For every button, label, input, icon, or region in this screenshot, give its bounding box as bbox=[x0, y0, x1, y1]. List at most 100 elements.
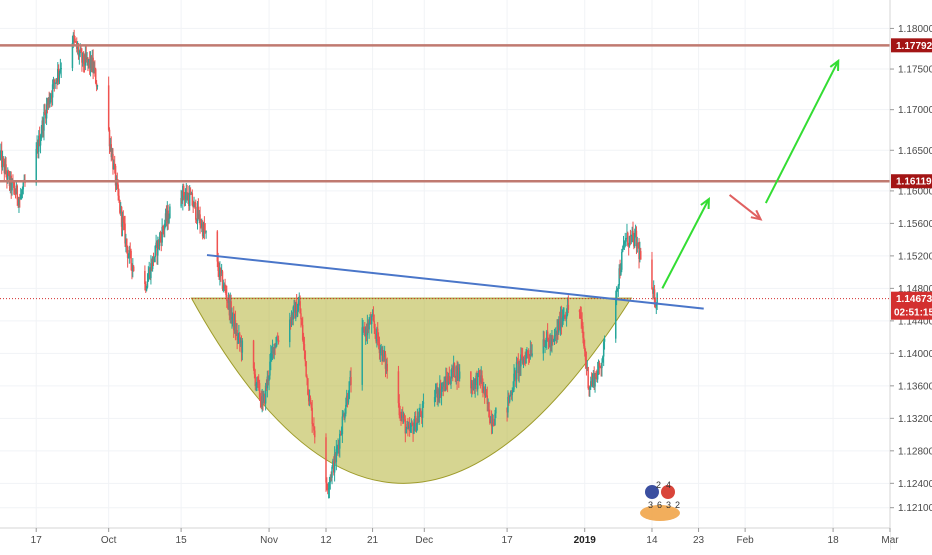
candle-body bbox=[373, 320, 376, 329]
x-tick-label: 23 bbox=[693, 535, 705, 546]
candle-body bbox=[80, 49, 82, 53]
candle-body bbox=[233, 320, 236, 331]
candle-body bbox=[598, 362, 601, 367]
candle-body bbox=[168, 218, 170, 223]
candle-body bbox=[332, 460, 334, 468]
candle-body bbox=[620, 269, 622, 275]
candle-body bbox=[336, 446, 338, 450]
candle-body bbox=[617, 285, 620, 289]
candle-body bbox=[220, 267, 222, 274]
projection-arrow bbox=[764, 60, 840, 204]
candle-body bbox=[419, 410, 421, 417]
candle-body bbox=[507, 396, 509, 413]
candle-body bbox=[558, 320, 560, 333]
candle-body bbox=[44, 111, 46, 113]
candle-body bbox=[51, 84, 54, 98]
candle-body bbox=[513, 373, 515, 390]
candle-body bbox=[223, 284, 225, 289]
candle-body bbox=[181, 197, 183, 202]
candle-body bbox=[330, 477, 332, 479]
candle-body bbox=[310, 403, 313, 408]
x-tick-label: 2019 bbox=[574, 535, 597, 546]
candle-body bbox=[144, 270, 146, 285]
candle-body bbox=[377, 339, 380, 343]
candle-body bbox=[369, 318, 371, 323]
candle-body bbox=[277, 340, 280, 343]
countdown-timer: 02:51:15 bbox=[894, 308, 932, 319]
candle-body bbox=[0, 150, 2, 154]
y-tick-label: 1.13600 bbox=[898, 381, 932, 392]
candle-body bbox=[349, 376, 351, 382]
candle-body bbox=[552, 338, 555, 341]
candle-body bbox=[50, 95, 52, 100]
candle-body bbox=[253, 368, 256, 375]
candle-body bbox=[397, 371, 400, 404]
candle-body bbox=[581, 319, 583, 327]
candle-body bbox=[438, 394, 440, 398]
candle-body bbox=[486, 395, 489, 404]
candle-body bbox=[515, 361, 518, 380]
candle-body bbox=[71, 42, 74, 69]
candle-body bbox=[333, 460, 335, 473]
candle-body bbox=[53, 79, 56, 83]
candle-body bbox=[596, 371, 599, 380]
candle-body bbox=[651, 259, 653, 290]
x-tick-label: 21 bbox=[367, 535, 379, 546]
candle-body bbox=[493, 425, 495, 427]
candle-body bbox=[517, 362, 520, 374]
y-tick-label: 1.12400 bbox=[898, 479, 932, 490]
candle-body bbox=[435, 386, 438, 392]
candle-body bbox=[184, 195, 187, 200]
candle-body bbox=[340, 434, 343, 436]
logo-digit: 3 bbox=[666, 500, 671, 510]
candle-body bbox=[370, 316, 373, 325]
candle-body bbox=[48, 98, 50, 104]
candle-body bbox=[200, 224, 202, 227]
candle-body bbox=[167, 210, 169, 223]
candle-body bbox=[554, 333, 557, 337]
candle-body bbox=[90, 56, 93, 70]
candle-body bbox=[121, 217, 124, 227]
candle-body bbox=[347, 398, 350, 403]
candle-body bbox=[160, 237, 163, 243]
candle-body bbox=[339, 433, 342, 435]
candle-body bbox=[194, 201, 196, 204]
candle-body bbox=[49, 99, 51, 104]
drawings bbox=[0, 44, 890, 310]
candle-body bbox=[543, 339, 545, 347]
candle-body bbox=[484, 390, 487, 396]
candle-body bbox=[328, 482, 331, 489]
logo-digit: 2 bbox=[656, 480, 661, 490]
candle-body bbox=[273, 344, 275, 354]
candle-body bbox=[236, 330, 238, 340]
candle-body bbox=[588, 387, 590, 390]
candle-body bbox=[15, 185, 18, 195]
candle-body bbox=[270, 351, 273, 354]
candle-body bbox=[83, 63, 86, 66]
x-axis-panel bbox=[0, 529, 890, 550]
candle-body bbox=[625, 238, 627, 242]
candle-body bbox=[509, 393, 512, 396]
candle-body bbox=[129, 250, 131, 252]
candle-body bbox=[368, 322, 370, 330]
candle-body bbox=[235, 330, 238, 335]
candle-body bbox=[107, 85, 110, 130]
candle-body bbox=[348, 381, 351, 399]
candle-body bbox=[163, 223, 166, 230]
candle-body bbox=[621, 251, 623, 270]
candle-body bbox=[421, 403, 424, 418]
candle-body bbox=[448, 375, 451, 382]
candle-body bbox=[408, 425, 410, 429]
candle-body bbox=[312, 423, 314, 427]
candle-body bbox=[550, 339, 552, 346]
candle-body bbox=[529, 350, 532, 357]
candle-body bbox=[79, 49, 81, 54]
candle-body bbox=[19, 194, 22, 200]
candle-body bbox=[375, 333, 377, 342]
candle-body bbox=[4, 164, 6, 174]
candle-body bbox=[257, 377, 259, 382]
x-tick-label: 14 bbox=[646, 535, 658, 546]
candle-body bbox=[226, 300, 229, 303]
